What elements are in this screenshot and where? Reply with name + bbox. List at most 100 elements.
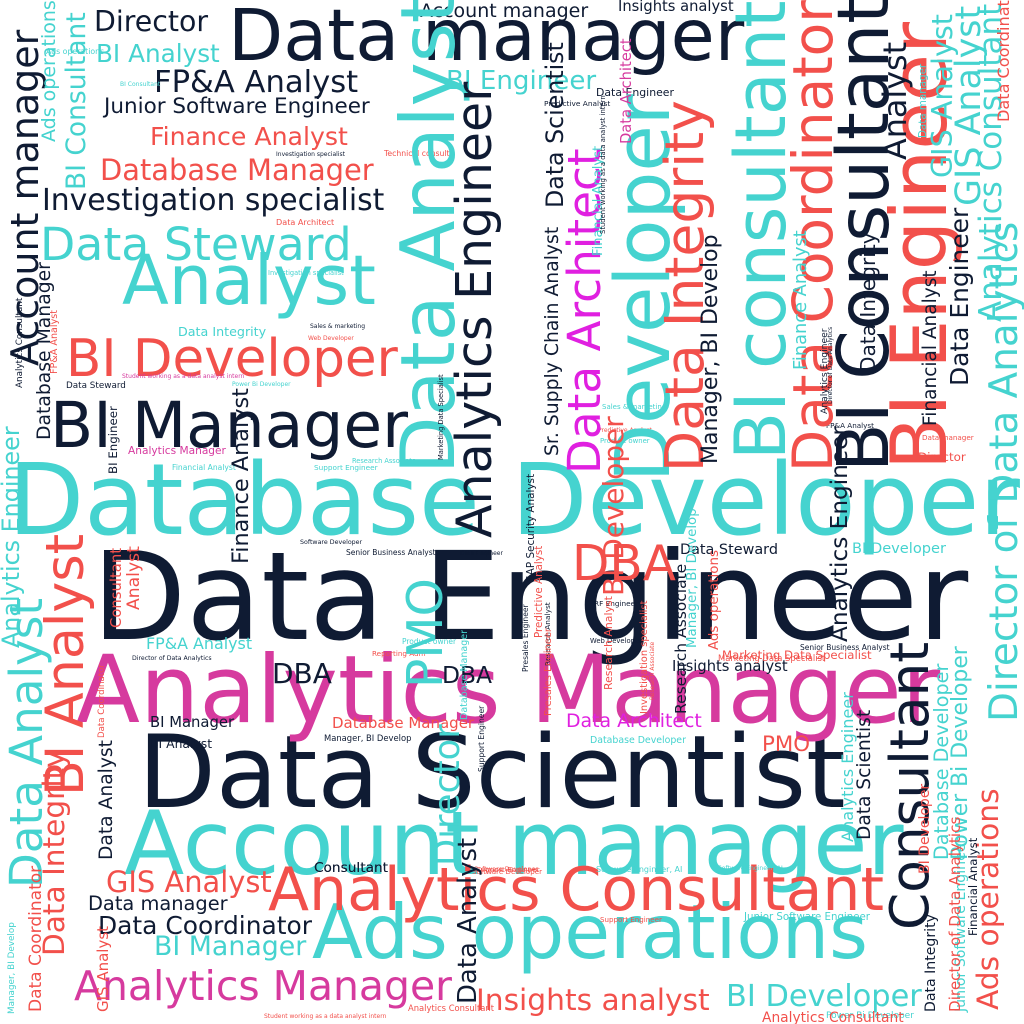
cloud-word: Director [427,724,468,866]
cloud-word: Junior Software Engineer [104,94,370,119]
cloud-word: Data Coordinator [994,0,1013,122]
cloud-word: Database Manager [100,153,374,187]
cloud-word: Analyst [124,546,144,610]
cloud-word: Software Developer [472,867,543,876]
cloud-word: Reporting Adm [372,649,426,658]
cloud-word: Research Analyst [602,596,615,690]
cloud-word: Research Associate [649,641,656,700]
cloud-word: BI Engineer [106,406,120,474]
cloud-word: Database Developer [8,443,1020,558]
cloud-word: Data Engineer [460,550,503,557]
cloud-word: BI Developer [917,783,933,874]
cloud-word: Data manager [88,892,228,915]
cloud-word: Senior Business Analyst [800,643,890,652]
cloud-word: Web Developer [590,637,642,645]
cloud-word: Power Bi Developer [232,381,291,388]
cloud-word: Data Steward [66,381,126,391]
cloud-word: Investigation specialist [276,151,345,158]
cloud-word: Product owner [600,437,650,445]
cloud-word: Marketing Data Specialist [718,653,826,663]
cloud-word: Student working as a data analyst intern [122,373,245,380]
cloud-word: Financial Analyst [172,463,236,472]
cloud-word: Data Integrity [178,324,267,339]
cloud-word: Data Engineer [92,525,969,668]
cloud-word: BI Manager [50,389,408,462]
cloud-word: Marketing Data Specialist [437,374,445,460]
cloud-word: Data manager [917,63,929,138]
cloud-word: DBA [572,536,676,592]
cloud-word: Predictive Analyst [544,99,611,108]
cloud-word: Database Manager [332,714,475,732]
cloud-word: BI Consultant [61,12,92,190]
cloud-word: Power Bi Developer [826,1011,914,1021]
cloud-word: Data Analyst [96,740,117,860]
cloud-word: Data Coordinator [98,911,312,940]
cloud-word: Analytics Consultant [268,855,884,925]
cloud-word: Insights analyst [672,658,788,675]
cloud-word: Analytics Consultant [762,1010,904,1024]
cloud-word: BI Developer [852,540,947,557]
cloud-word: BI Developer [726,979,922,1014]
cloud-word: Analytics Engineer [838,692,857,842]
cloud-word: Finance Analyst [228,388,254,564]
cloud-word: BI Consultant [120,81,161,88]
cloud-word: Software Developer [474,865,539,873]
cloud-word: FP&A Analyst [826,421,874,430]
cloud-word: Data manager [228,0,745,77]
cloud-word: Data Architect [618,38,635,144]
cloud-word: BI Manager [154,931,307,962]
cloud-word: Financial Analyst [920,270,941,426]
cloud-word: PMO [397,578,454,688]
cloud-word: Director [918,450,966,464]
cloud-word: FP&A Analyst [49,309,60,374]
cloud-word: Junior Software Engineer [744,912,870,923]
cloud-word: Consultant [314,860,389,876]
cloud-word: FP&A Analyst [146,634,253,653]
cloud-word: Finance Analyst [150,122,348,151]
cloud-word: Analytics Engineer [826,426,853,642]
cloud-word: Student working as a data analyst intern [264,1013,387,1020]
cloud-word: Data Integrity [923,914,939,1012]
cloud-word: PMO [762,732,810,757]
cloud-word: BI Developer [597,416,630,596]
cloud-word: Data Integrity [856,232,880,372]
cloud-word: SAP Security Analyst [525,473,537,582]
cloud-word: Director of Data Analytics [827,326,834,404]
cloud-word: Analytics Manager [128,445,226,457]
cloud-word: Data Steward [40,217,352,271]
cloud-word: Insights analyst [618,0,734,15]
cloud-word: Investigation specialist [268,269,344,277]
cloud-word: Predictive Analyst [598,427,652,434]
cloud-word: Data Scientist [541,42,569,208]
cloud-word: BI Analyst [96,39,220,68]
cloud-word: Data Scientist [138,713,846,831]
cloud-word: Consultant [108,547,125,628]
cloud-word: Manager, BI Develop [685,508,700,648]
cloud-word: Support Engineer [600,915,662,924]
cloud-word: BI Manager [150,714,235,731]
cloud-word: Product owner [402,637,457,646]
cloud-word: RF Engineer [594,599,639,608]
cloud-word: Senior Business Analyst [346,548,436,557]
cloud-word: Investigation specialist [639,600,650,714]
cloud-word: Data Architect [276,217,335,227]
cloud-word: Account manager [420,0,589,22]
cloud-word: GIS Analyst [94,925,112,1012]
cloud-word: Analytics Consultant [15,297,25,388]
cloud-word: Manager, BI Develop [698,234,723,464]
cloud-word: Technical consulta [384,149,455,158]
cloud-word: BI Developer [66,329,398,389]
cloud-word: Analytics Manager [76,636,941,745]
cloud-word: Ads operations [46,47,105,56]
cloud-word: Database Manager [459,630,470,720]
cloud-word: Manager, BI Develop [324,733,412,743]
cloud-word: DBA [272,657,332,690]
cloud-word: Presales Engineer [521,604,530,672]
cloud-word: DBA [442,661,493,689]
cloud-word: Ads operations [38,0,60,142]
cloud-word: Insights analyst [476,983,710,1018]
cloud-word: Ads operations [312,889,868,976]
cloud-word: Software Engineer, AI [718,865,783,872]
cloud-word: Analytics Manager [74,962,452,1010]
